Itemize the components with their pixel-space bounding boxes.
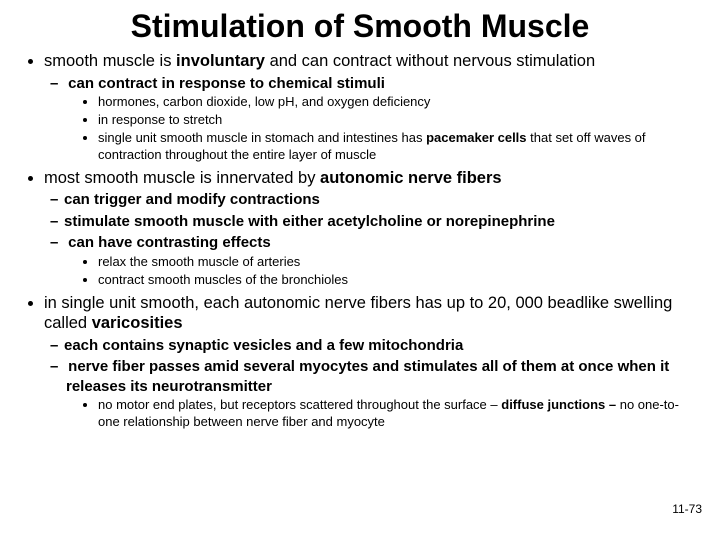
sub-sub-bullet: hormones, carbon dioxide, low pH, and ox… <box>98 94 700 111</box>
text: and can contract without nervous stimula… <box>265 52 595 70</box>
slide: Stimulation of Smooth Muscle smooth musc… <box>0 0 720 540</box>
text-bold: involuntary <box>176 52 265 70</box>
sub-bullet: can contract in response to chemical sti… <box>66 74 700 164</box>
page-number: 11-73 <box>672 502 702 516</box>
text: single unit smooth muscle in stomach and… <box>98 130 426 145</box>
text-bold: pacemaker cells <box>426 130 526 145</box>
sublist: can contract in response to chemical sti… <box>44 74 700 164</box>
text-bold: diffuse junctions – <box>501 397 619 412</box>
sub-sub-bullet: contract smooth muscles of the bronchiol… <box>98 272 700 289</box>
sublist: each contains synaptic vesicles and a fe… <box>44 336 700 431</box>
sub-bullet: can have contrasting effects relax the s… <box>66 233 700 288</box>
text-bold: varicosities <box>92 314 183 332</box>
sub-bullet: can trigger and modify contractions <box>66 190 700 210</box>
text-bold: autonomic nerve fibers <box>320 169 502 187</box>
sublist: hormones, carbon dioxide, low pH, and ox… <box>66 94 700 164</box>
sub-bullet: nerve fiber passes amid several myocytes… <box>66 357 700 431</box>
sublist: no motor end plates, but receptors scatt… <box>66 397 700 431</box>
sublist: relax the smooth muscle of arteries cont… <box>66 254 700 289</box>
sub-sub-bullet: single unit smooth muscle in stomach and… <box>98 130 700 164</box>
sub-bullet: each contains synaptic vesicles and a fe… <box>66 336 700 356</box>
sublist: can trigger and modify contractions stim… <box>44 190 700 288</box>
text: no motor end plates, but receptors scatt… <box>98 397 501 412</box>
bullet-list: smooth muscle is involuntary and can con… <box>20 51 700 431</box>
text: nerve fiber passes amid several myocytes… <box>66 358 669 395</box>
sub-sub-bullet: relax the smooth muscle of arteries <box>98 254 700 271</box>
text: can have contrasting effects <box>68 234 271 251</box>
bullet-1: smooth muscle is involuntary and can con… <box>44 51 700 164</box>
text: can contract in response to chemical sti… <box>68 75 385 92</box>
sub-bullet: stimulate smooth muscle with either acet… <box>66 212 700 232</box>
bullet-2: most smooth muscle is innervated by auto… <box>44 168 700 289</box>
text: most smooth muscle is innervated by <box>44 169 320 187</box>
sub-sub-bullet: no motor end plates, but receptors scatt… <box>98 397 700 431</box>
sub-sub-bullet: in response to stretch <box>98 112 700 129</box>
bullet-3: in single unit smooth, each autonomic ne… <box>44 293 700 432</box>
text: smooth muscle is <box>44 52 176 70</box>
page-title: Stimulation of Smooth Muscle <box>20 8 700 45</box>
